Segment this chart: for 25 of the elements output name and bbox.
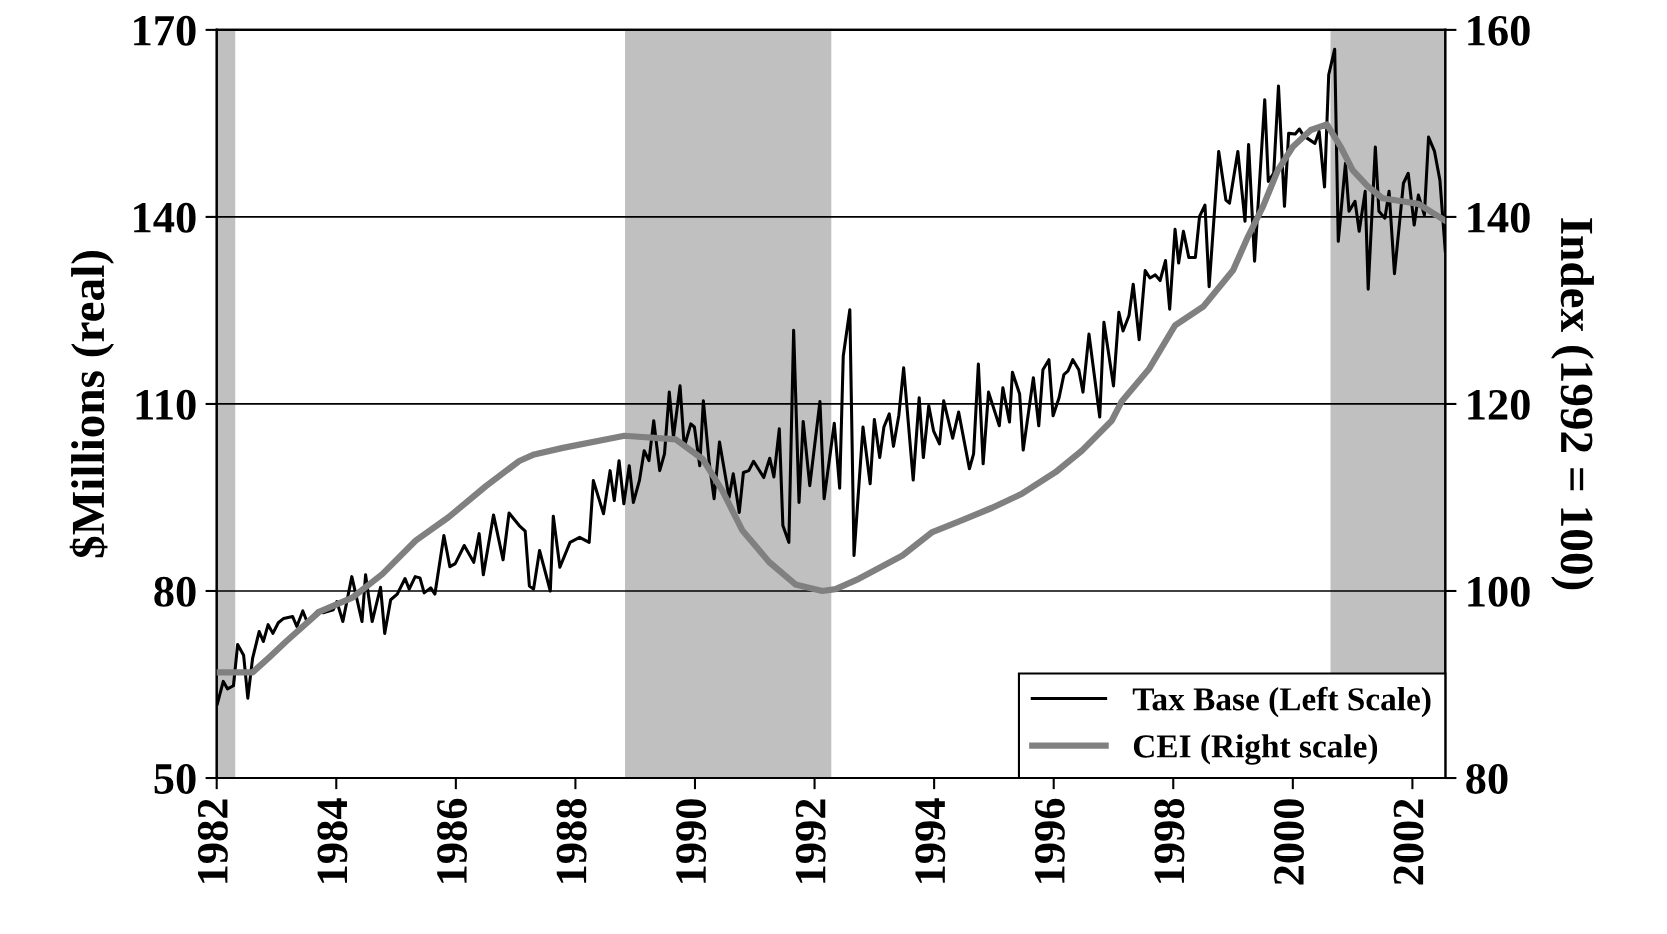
y2-tick-label: 120 (1468, 389, 1530, 420)
x-tick-label: 1984 (317, 798, 348, 883)
y-axis-title: $Millions (real) (69, 251, 114, 558)
y2-tick-label: 80 (1466, 763, 1508, 794)
y2-tick-label: 160 (1468, 15, 1530, 46)
y-tick-label: 50 (154, 763, 196, 794)
y-tick-label: 80 (154, 576, 196, 607)
x-tick-label: 1988 (556, 798, 587, 883)
x-tick-label: 1992 (795, 799, 826, 883)
x-tick-label: 2000 (1273, 799, 1304, 885)
x-tick-label: 1998 (1154, 798, 1185, 883)
y2-axis-title: Index (1992 = 100) (1551, 218, 1594, 590)
x-tick-label: 1986 (436, 798, 467, 883)
legend-label: Tax Base (Left Scale) (1132, 686, 1431, 718)
y-tick-label: 170 (134, 15, 196, 46)
legend-label: CEI (Right scale) (1133, 734, 1378, 765)
y2-tick-label: 100 (1468, 576, 1530, 607)
x-tick-label: 1982 (197, 799, 228, 883)
x-tick-label: 1990 (676, 799, 707, 883)
x-tick-label: 2002 (1393, 799, 1424, 885)
y-tick-label: 110 (136, 389, 196, 420)
x-tick-label: 1996 (1034, 798, 1065, 883)
y-tick-label: 140 (134, 202, 196, 233)
x-tick-label: 1994 (915, 798, 946, 883)
y2-tick-label: 140 (1468, 202, 1530, 233)
